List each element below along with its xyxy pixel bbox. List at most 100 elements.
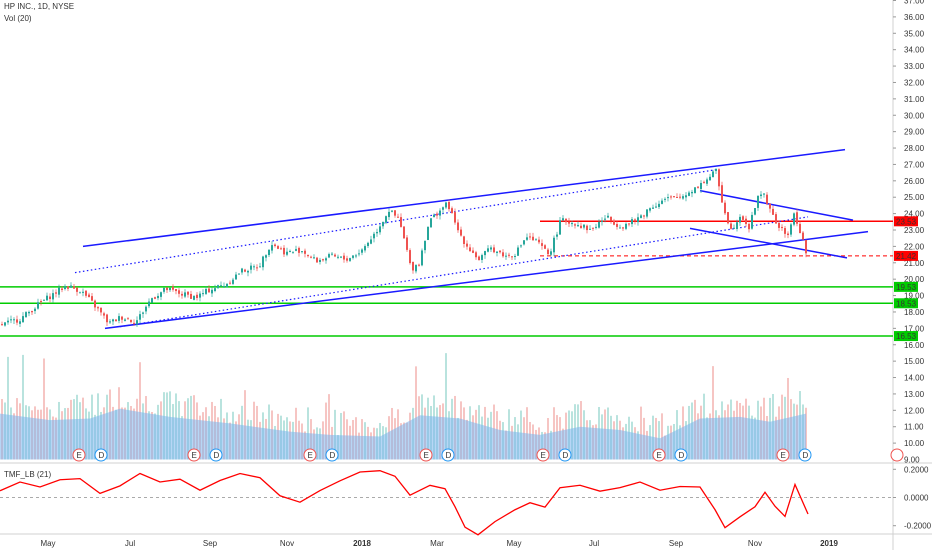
candle-body [733, 227, 735, 229]
dividend-badge[interactable] [558, 448, 572, 462]
earnings-badge[interactable] [187, 448, 201, 462]
volume-bar [334, 409, 336, 460]
candle-body [688, 192, 690, 196]
candle-body [658, 203, 660, 207]
candle-body [640, 215, 642, 218]
y-tick-label: 34.00 [904, 46, 925, 55]
candle-body [676, 196, 678, 198]
candle-body [655, 206, 657, 208]
candle-body [691, 191, 693, 194]
earnings-badge-label: E [192, 451, 197, 460]
candle-body [412, 261, 414, 271]
candle-body [466, 243, 468, 247]
earnings-badge-label: E [781, 451, 786, 460]
y-tick-label: 33.00 [904, 62, 925, 71]
candle-body [313, 257, 315, 259]
candle-body [541, 243, 543, 246]
candle-body [433, 214, 435, 218]
volume-bar [139, 362, 141, 460]
candle-body [286, 251, 288, 255]
dividend-badge[interactable] [441, 448, 455, 462]
candle-body [175, 289, 177, 292]
volume-bar [640, 406, 642, 460]
candle-body [694, 187, 696, 194]
candle-body [205, 289, 207, 294]
dividend-badge-label: D [563, 451, 569, 460]
dividend-badge[interactable] [94, 448, 108, 462]
candle-body [385, 216, 387, 223]
earnings-badge[interactable] [419, 448, 433, 462]
candle-body [556, 234, 558, 237]
earnings-badge-label: E [424, 451, 429, 460]
candle-body [628, 223, 630, 225]
candle-body [349, 258, 351, 261]
symbol-legend: HP INC., 1D, NYSE [4, 2, 75, 11]
candle-body [1, 324, 3, 326]
candle-body [718, 169, 720, 187]
volume-bar [22, 354, 24, 460]
candle-body [508, 254, 510, 256]
level-label: 21.42 [896, 252, 917, 261]
earnings-badge[interactable] [303, 448, 317, 462]
candle-body [121, 316, 123, 320]
candle-body [643, 215, 645, 217]
tmf-tick-label: 0.2000 [904, 465, 929, 474]
candle-body [268, 249, 270, 255]
earnings-badge[interactable] [536, 448, 550, 462]
candle-body [727, 212, 729, 224]
earnings-badge[interactable] [652, 448, 666, 462]
candle-body [709, 176, 711, 181]
earnings-badge-label: E [308, 451, 313, 460]
volume-bar [415, 366, 417, 460]
dividend-badge[interactable] [674, 448, 688, 462]
candle-body [673, 196, 675, 198]
earnings-badge[interactable] [72, 448, 86, 462]
trendline-wedge-top [699, 189, 854, 221]
candle-body [418, 264, 420, 266]
candle-body [451, 208, 453, 214]
x-tick-label: 2018 [353, 539, 371, 548]
candle-body [160, 292, 162, 297]
candle-body [703, 181, 705, 183]
candle-body [283, 247, 285, 255]
candle-body [769, 203, 771, 209]
candle-body [343, 255, 345, 260]
candle-body [271, 245, 273, 251]
candle-body [619, 227, 621, 229]
candle-body [322, 259, 324, 261]
candle-body [577, 225, 579, 227]
dividend-badge[interactable] [325, 448, 339, 462]
candle-body [49, 296, 51, 300]
candle-body [580, 225, 582, 228]
candle-body [730, 223, 732, 229]
candle-body [103, 313, 105, 316]
candle-body [460, 229, 462, 236]
candle-body [292, 251, 294, 253]
candle-body [565, 218, 567, 223]
tmf-tick-label: -0.2000 [904, 522, 932, 531]
candle-body [430, 218, 432, 228]
volume-bar [661, 413, 663, 460]
candle-body [358, 253, 360, 255]
candle-body [214, 288, 216, 292]
candle-body [172, 286, 174, 290]
candle-body [601, 220, 603, 222]
candle-body [40, 301, 42, 303]
dividend-badge[interactable] [798, 448, 812, 462]
candle-body [34, 308, 36, 312]
candle-body [235, 274, 237, 280]
candle-body [781, 226, 783, 228]
candle-body [526, 237, 528, 240]
dividend-badge[interactable] [209, 448, 223, 462]
earnings-badge[interactable] [776, 448, 790, 462]
candle-body [331, 253, 333, 255]
candle-body [469, 247, 471, 252]
y-tick-label: 20.00 [904, 275, 925, 284]
x-tick-label: Sep [669, 539, 684, 548]
candle-body [202, 293, 204, 295]
candle-body [262, 256, 264, 268]
tmf-line [0, 470, 809, 536]
candle-body [574, 224, 576, 226]
candle-body [352, 255, 354, 258]
